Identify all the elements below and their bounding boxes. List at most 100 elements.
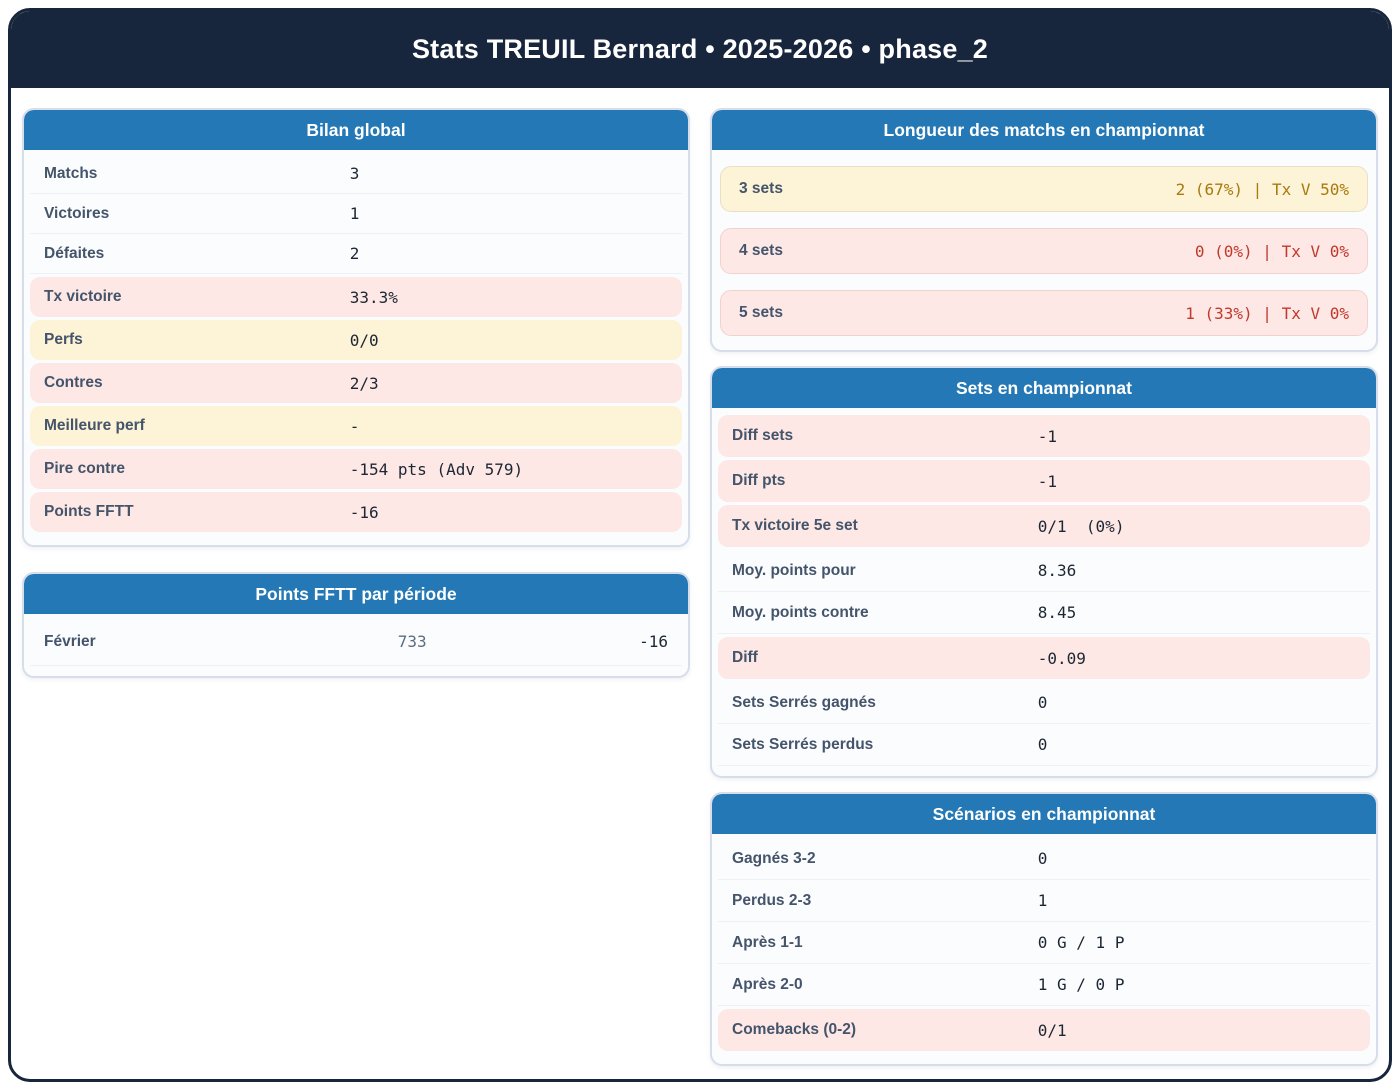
card-header: Sets en championnat [712,368,1376,408]
stat-label: Défaites [44,244,105,262]
stat-label: Meilleure perf [44,417,145,434]
stat-label: Contres [44,374,103,391]
stat-row: Diff sets -1 [718,415,1370,457]
stat-label: Après 2-0 [732,975,803,993]
stat-label: Diff [732,649,758,666]
card-body: Matchs 3 Victoires 1 Défaites 2 Tx victo… [24,150,688,545]
stat-label: 4 sets [739,242,783,259]
card-longueur-matchs: Longueur des matchs en championnat 3 set… [710,108,1378,352]
stat-row: Tx victoire 33.3% [30,277,682,317]
stat-value: 0/1 [1037,1020,1067,1040]
period-delta: -16 [639,632,668,651]
stat-label: Tx victoire 5e set [732,517,858,534]
stat-value: 2 [349,244,360,263]
stat-row: Comebacks (0-2) 0/1 [718,1009,1370,1051]
card-scenarios-championnat: Scénarios en championnat Gagnés 3-2 0 Pe… [710,792,1378,1066]
page-title: Stats TREUIL Bernard • 2025-2026 • phase… [411,34,989,64]
period-points: 733 [397,632,427,651]
page-frame: Stats TREUIL Bernard • 2025-2026 • phase… [8,8,1392,1082]
stat-row: Gagnés 3-2 0 [718,838,1370,880]
stat-label: Perdus 2-3 [732,891,812,909]
card-points-fftt-periode: Points FFTT par période Février 733 -16 [22,572,690,678]
stat-value: 1 [1037,891,1048,910]
stat-row: Tx victoire 5e set 0/1 (0%) [718,505,1370,547]
card-bilan-global: Bilan global Matchs 3 Victoires 1 Défait… [22,108,690,547]
stat-value: -154 pts (Adv 579) [349,459,524,479]
stat-label: Tx victoire [44,288,122,305]
content: Bilan global Matchs 3 Victoires 1 Défait… [11,88,1389,1066]
match-length-row: 3 sets 2 (67%) | Tx V 50% [720,166,1368,212]
stat-label: 3 sets [739,180,783,197]
stat-value: 2/3 [349,373,379,393]
stat-label: Moy. points pour [732,561,856,579]
stat-value: 1 [349,204,360,223]
match-length-row: 5 sets 1 (33%) | Tx V 0% [720,290,1368,336]
card-header: Points FFTT par période [24,574,688,614]
stat-value: 0 [1037,735,1048,754]
stat-value: 0 [1037,693,1048,712]
stat-row: Matchs 3 [30,154,682,194]
stat-value: 0 [1037,849,1048,868]
match-length-row: 4 sets 0 (0%) | Tx V 0% [720,228,1368,274]
stat-row: Points FFTT -16 [30,492,682,532]
stat-row: Victoires 1 [30,194,682,234]
stat-row: Défaites 2 [30,234,682,274]
stat-label: Sets Serrés perdus [732,735,874,753]
stat-row: Après 2-0 1 G / 0 P [718,964,1370,1006]
card-header: Bilan global [24,110,688,150]
card-body: Diff sets -1 Diff pts -1 Tx victoire 5e … [712,408,1376,776]
stat-value: -0.09 [1037,648,1086,668]
stat-value: 2 (67%) | Tx V 50% [1175,179,1349,199]
stat-value: -16 [349,502,379,522]
stat-row: Perdus 2-3 1 [718,880,1370,922]
stat-row: Pire contre -154 pts (Adv 579) [30,449,682,489]
card-header: Scénarios en championnat [712,794,1376,834]
stat-value: 0 G / 1 P [1037,933,1125,952]
stat-row: Diff -0.09 [718,637,1370,679]
main-header: Stats TREUIL Bernard • 2025-2026 • phase… [11,11,1389,88]
stat-row: Après 1-1 0 G / 1 P [718,922,1370,964]
stat-label: 5 sets [739,304,783,321]
stat-value: -1 [1037,471,1058,491]
stat-row: Sets Serrés perdus 0 [718,724,1370,766]
stat-value: 0/0 [349,330,379,350]
stat-row: Meilleure perf - [30,406,682,446]
stat-row: Moy. points pour 8.36 [718,550,1370,592]
stat-value: 33.3% [349,287,398,307]
stat-label: Comebacks (0-2) [732,1021,857,1038]
stat-label: Sets Serrés gagnés [732,693,876,711]
stat-value: 1 (33%) | Tx V 0% [1185,303,1349,323]
stat-value: 0 (0%) | Tx V 0% [1194,241,1349,261]
stat-row: Sets Serrés gagnés 0 [718,682,1370,724]
stat-label: Moy. points contre [732,603,869,621]
stat-label: Pire contre [44,460,125,477]
stat-value: 0/1 (0%) [1037,516,1125,536]
stat-label: Gagnés 3-2 [732,849,816,867]
card-sets-championnat: Sets en championnat Diff sets -1 Diff pt… [710,366,1378,778]
stat-label: Perfs [44,331,83,348]
card-body: 3 sets 2 (67%) | Tx V 50% 4 sets 0 (0%) … [712,150,1376,350]
stat-value: -1 [1037,426,1058,446]
period-label: Février [44,632,96,650]
card-header: Longueur des matchs en championnat [712,110,1376,150]
stat-label: Victoires [44,204,110,222]
period-row: Février 733 -16 [30,618,682,666]
left-column: Bilan global Matchs 3 Victoires 1 Défait… [22,108,690,678]
stat-value: 3 [349,164,360,183]
card-body: Gagnés 3-2 0 Perdus 2-3 1 Après 1-1 0 G … [712,834,1376,1064]
stat-row: Diff pts -1 [718,460,1370,502]
stat-label: Diff sets [732,427,794,444]
stat-row: Contres 2/3 [30,363,682,403]
stat-label: Après 1-1 [732,933,803,951]
stat-value: 8.45 [1037,603,1077,622]
stat-value: 8.36 [1037,561,1077,580]
stat-value: - [349,416,360,436]
stat-label: Matchs [44,164,98,182]
right-column: Longueur des matchs en championnat 3 set… [710,108,1378,1066]
stat-row: Perfs 0/0 [30,320,682,360]
stat-label: Diff pts [732,472,786,489]
stat-row: Moy. points contre 8.45 [718,592,1370,634]
stat-value: 1 G / 0 P [1037,975,1125,994]
stat-label: Points FFTT [44,503,134,520]
card-body: Février 733 -16 [24,614,688,676]
